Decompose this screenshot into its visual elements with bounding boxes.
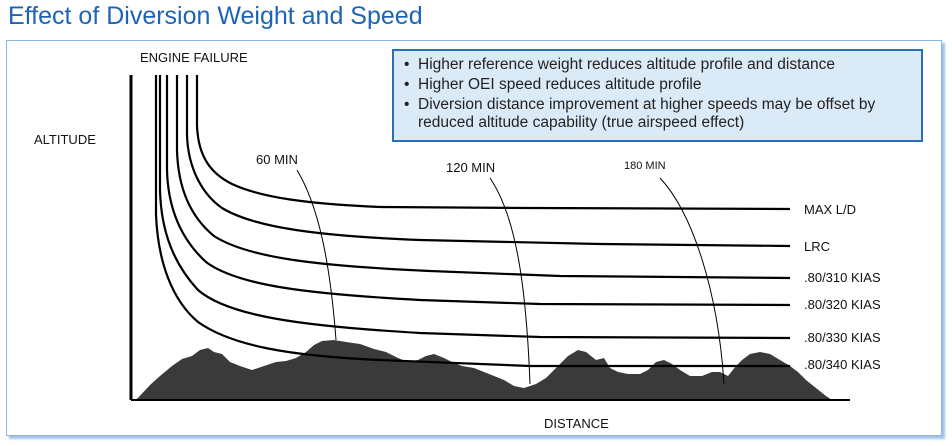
marker-line-120 [489, 177, 531, 385]
bullet-item: • Diversion distance improvement at high… [404, 96, 911, 132]
x-axis-label: DISTANCE [544, 416, 609, 431]
curve-max-ld [195, 75, 791, 211]
page-title: Effect of Diversion Weight and Speed [8, 2, 423, 30]
y-axis-label: ALTITUDE [34, 132, 96, 147]
marker-line-60 [296, 169, 337, 341]
curve-label-max-ld: MAX L/D [804, 202, 856, 217]
engine-failure-label: ENGINE FAILURE [140, 50, 248, 65]
bullet-text: Diversion distance improvement at higher… [418, 96, 876, 131]
curve-lrc [185, 75, 791, 248]
curve-330 [158, 75, 791, 340]
summary-note-box: • Higher reference weight reduces altitu… [392, 49, 923, 142]
bullet-item: • Higher OEI speed reduces altitude prof… [404, 76, 911, 94]
time-marker-180: 180 MIN [624, 160, 666, 172]
bullet-text: Higher reference weight reduces altitude… [418, 56, 836, 73]
curve-label-330: .80/330 KIAS [804, 330, 881, 345]
bullet-icon: • [404, 56, 410, 73]
curve-label-lrc: LRC [804, 239, 830, 254]
curve-320 [165, 75, 791, 307]
curve-310 [175, 75, 791, 280]
curve-340 [154, 75, 790, 368]
time-marker-60: 60 MIN [256, 152, 298, 167]
bullet-text: Higher OEI speed reduces altitude profil… [418, 76, 702, 93]
curve-label-320: .80/320 KIAS [804, 297, 881, 312]
curve-label-340: .80/340 KIAS [804, 357, 881, 372]
bullet-icon: • [404, 76, 410, 93]
curve-label-310: .80/310 KIAS [804, 270, 881, 285]
time-marker-120: 120 MIN [446, 160, 495, 175]
terrain-silhouette [136, 340, 832, 400]
bullet-icon: • [404, 96, 410, 113]
marker-line-180 [659, 177, 725, 385]
bullet-item: • Higher reference weight reduces altitu… [404, 56, 911, 74]
summary-bullet-list: • Higher reference weight reduces altitu… [404, 56, 911, 132]
